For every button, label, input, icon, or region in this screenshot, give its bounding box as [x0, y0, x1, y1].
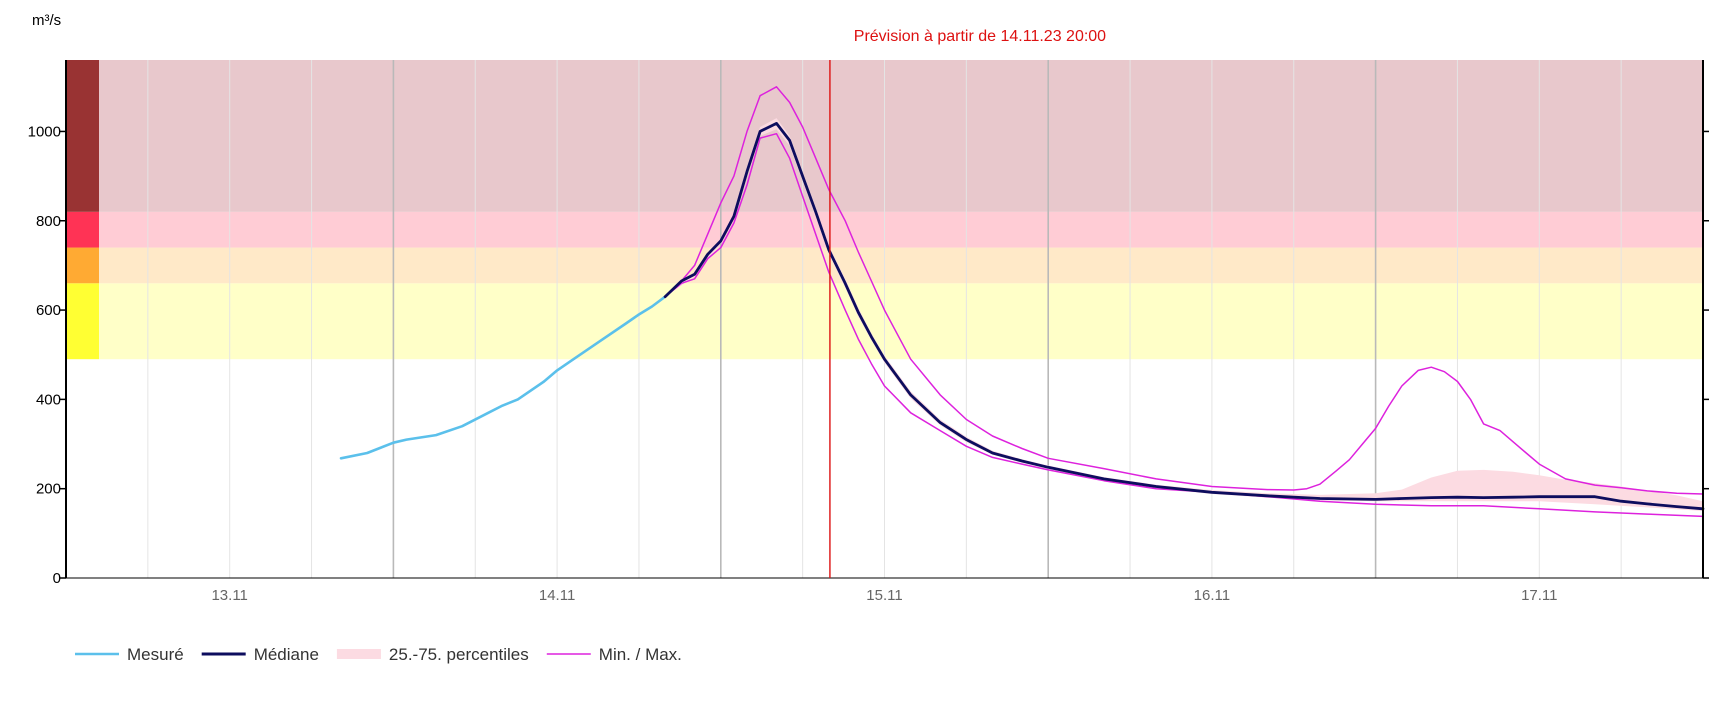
y-axis-ticks: 0 200 400 600 800 1000 [28, 123, 1709, 587]
danger-bar-3 [66, 60, 99, 212]
x-tick-label: 16.11 [1194, 587, 1230, 604]
y-tick-label: 600 [36, 302, 61, 319]
legend-item-minmax: Min. / Max. [546, 645, 682, 664]
y-tick-label: 400 [36, 391, 61, 408]
danger-band-0 [99, 283, 1703, 360]
max-line [664, 86, 1704, 495]
forecast-marker: Prévision à partir de 14.11.23 20:00 [829, 28, 1106, 578]
legend-label: Mesuré [127, 645, 184, 664]
danger-bar-1 [66, 247, 99, 284]
legend-swatch [336, 649, 381, 659]
danger-band-1 [99, 247, 1703, 284]
min-line [664, 132, 1704, 518]
x-tick-label: 15.11 [866, 587, 902, 604]
danger-bar-2 [66, 211, 99, 248]
y-unit-label: m³/s [32, 12, 61, 29]
x-tick-label: 17.11 [1521, 587, 1557, 604]
y-tick-label: 800 [36, 213, 61, 230]
series-lines [339, 86, 1705, 518]
y-tick-label: 1000 [28, 123, 61, 140]
median-line [663, 122, 1705, 511]
x-axis-ticks: 13.11 14.11 15.11 16.11 17.11 [211, 587, 1557, 604]
legend-item-measured: Mesuré [75, 645, 184, 664]
danger-level-bar [66, 60, 99, 360]
danger-band-3 [99, 60, 1703, 212]
measured-line [339, 295, 667, 460]
danger-level-bands [99, 60, 1703, 360]
legend-item-median: Médiane [201, 645, 319, 664]
x-tick-label: 14.11 [539, 587, 575, 604]
y-tick-label: 0 [53, 570, 61, 587]
forecast-label: Prévision à partir de 14.11.23 20:00 [854, 28, 1106, 45]
y-tick-label: 200 [36, 481, 61, 498]
legend-label: Médiane [254, 645, 319, 664]
legend: Mesuré Médiane 25.-75. percentiles Min. / M… [75, 645, 682, 664]
danger-bar-0 [66, 283, 99, 360]
danger-band-2 [99, 211, 1703, 248]
legend-label: 25.-75. percentiles [389, 645, 529, 664]
x-tick-label: 13.11 [211, 587, 247, 604]
legend-item-percentile: 25.-75. percentiles [336, 645, 529, 664]
legend-label: Min. / Max. [599, 645, 682, 664]
axes [65, 60, 1704, 579]
